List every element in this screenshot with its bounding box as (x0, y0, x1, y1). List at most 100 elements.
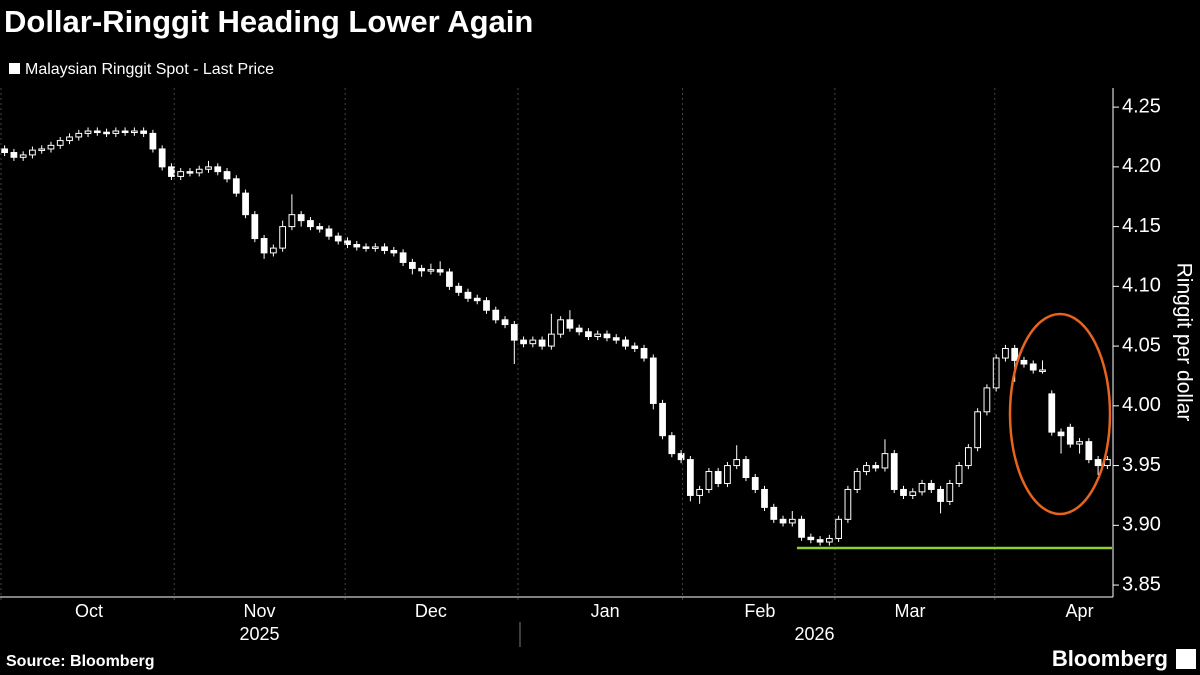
chart-title: Dollar-Ringgit Heading Lower Again (4, 4, 533, 39)
candle-body (937, 488, 944, 502)
y-tick-label: 3.95 (1122, 454, 1161, 476)
candle-body (622, 339, 629, 347)
candle-body (1076, 441, 1083, 445)
y-tick-label: 4.00 (1122, 394, 1161, 416)
candle-body (19, 154, 27, 158)
candle-body (307, 220, 314, 228)
candle-body (473, 297, 481, 302)
candle-body (232, 178, 240, 194)
y-tick-label: 3.90 (1122, 514, 1161, 536)
candle-body (918, 482, 926, 493)
candle-body (724, 465, 731, 484)
source: Source: Bloomberg (6, 653, 154, 670)
candle-body (260, 238, 268, 254)
candle-body (538, 339, 546, 347)
candle-body (659, 402, 666, 437)
candle-body (825, 537, 833, 543)
candle-body (733, 459, 741, 467)
candle-body (297, 214, 305, 222)
candle-body (269, 247, 277, 254)
candle-body (677, 453, 685, 461)
candle-body (844, 488, 852, 520)
plot (1, 127, 1111, 546)
candle-body (1011, 347, 1019, 361)
candle-body (186, 171, 194, 174)
x-tick-label: Mar (894, 601, 925, 621)
candle-body (408, 261, 416, 269)
y-tick-label: 4.20 (1122, 155, 1161, 177)
year-label: 2026 (795, 624, 835, 644)
candle-body (390, 249, 398, 254)
candle-body (455, 285, 463, 293)
candle-body (223, 171, 231, 180)
candle-body (863, 465, 870, 473)
candle-body (1048, 393, 1056, 433)
candle-body (1039, 369, 1046, 372)
candle-body (334, 235, 342, 242)
candle-body (955, 465, 963, 484)
candle-body (93, 130, 101, 134)
candle-body (195, 168, 203, 174)
candle-body (788, 518, 796, 524)
legend-swatch (9, 63, 20, 74)
candle-body (56, 140, 64, 146)
brand: Bloomberg (1052, 646, 1168, 671)
candle-body (75, 132, 83, 138)
candle-body (603, 333, 611, 339)
candle-body (909, 491, 917, 496)
candle-body (761, 488, 768, 508)
x-tick-label: Apr (1066, 601, 1094, 621)
candle-body (427, 269, 435, 272)
candle-body (140, 130, 148, 134)
candle-body (686, 459, 694, 496)
candle-body (510, 324, 518, 341)
candle-body (149, 132, 157, 150)
candle-body (316, 226, 324, 230)
candle-body (1057, 431, 1065, 437)
candle-body (770, 506, 778, 520)
candle-body (214, 166, 222, 173)
candle-body (890, 453, 898, 490)
candle-body (177, 171, 185, 177)
candle-body (362, 246, 370, 249)
candle-body (798, 518, 805, 538)
candle-body (742, 459, 750, 479)
candle-body (121, 130, 129, 134)
candle-body (353, 244, 361, 248)
candle-body (130, 130, 138, 134)
candle-body (529, 339, 537, 345)
candle-body (418, 267, 426, 272)
candle-body (84, 130, 92, 134)
highlight-ellipse (1008, 312, 1112, 516)
candle-body (992, 357, 1000, 389)
x-tick-label: Dec (415, 601, 447, 621)
brand-icon (1176, 649, 1196, 669)
candle-body (158, 148, 166, 168)
candle-body (325, 228, 333, 237)
candle-body (547, 333, 555, 347)
legend-label: Malaysian Ringgit Spot - Last Price (25, 61, 274, 78)
candle-body (807, 536, 815, 541)
candle-body (853, 471, 861, 490)
y-tick-label: 4.25 (1122, 95, 1161, 117)
candle-body (103, 131, 110, 135)
candle-body (288, 214, 296, 228)
candle-body (696, 488, 704, 496)
candle-body (964, 447, 972, 467)
candle-body (446, 271, 453, 287)
candle-body (242, 192, 249, 216)
candle-body (464, 291, 472, 299)
candle-body (344, 240, 351, 246)
y-tick-label: 4.10 (1122, 275, 1161, 297)
candle-body (1029, 363, 1037, 371)
candle-body (900, 488, 907, 496)
candle-body (705, 471, 713, 490)
candle-body (566, 319, 574, 329)
candle-body (1085, 441, 1093, 461)
candle-body (47, 144, 55, 150)
candle-body (751, 477, 759, 490)
candle-body (557, 319, 565, 335)
candle-body (492, 309, 500, 321)
